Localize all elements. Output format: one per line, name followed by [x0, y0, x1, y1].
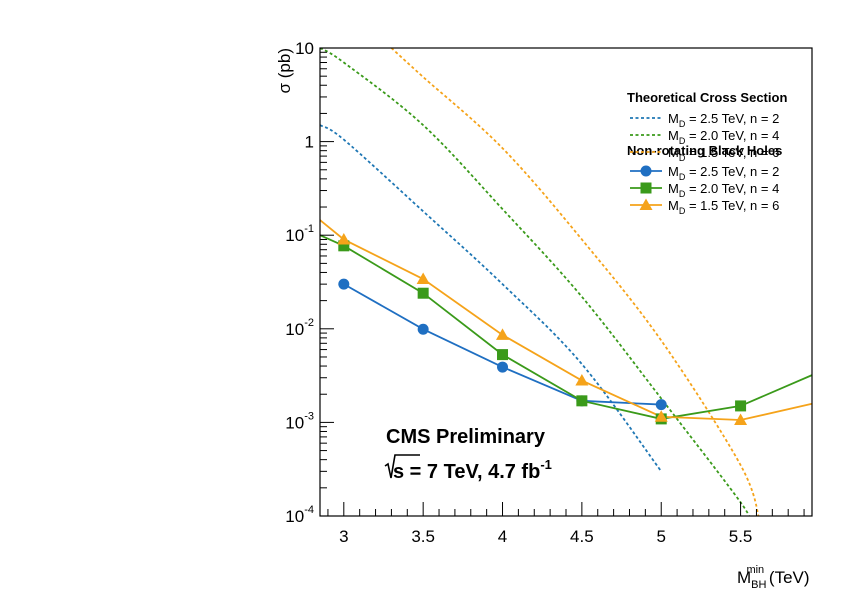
y-tick-label: 1 [305, 133, 314, 152]
bh-point [575, 374, 589, 386]
bh-point [337, 232, 351, 245]
legend-bh-entry: MD = 2.0 TeV, n = 4 [630, 181, 779, 199]
x-tick-label: 5.5 [729, 527, 753, 546]
y-tick-label: 10-3 [285, 410, 314, 432]
y-tick-label: 10-2 [285, 317, 314, 339]
legend-bh-entry: MD = 2.5 TeV, n = 2 [630, 164, 779, 182]
legend-entry-label: MD = 2.0 TeV, n = 4 [668, 181, 779, 199]
bh-point [655, 399, 667, 411]
x-tick-label: 4 [498, 527, 507, 546]
theory-curve-3 [390, 48, 760, 516]
bh-curve-3 [319, 219, 813, 421]
bh-point [496, 328, 510, 340]
bh-point [654, 410, 668, 422]
legend-entry-label: MD = 2.5 TeV, n = 2 [668, 111, 779, 129]
x-tick-labels: 3 3.5 4 4.5 5 5.5 [339, 527, 752, 546]
legend-theory-header: Theoretical Cross Section [627, 90, 787, 105]
energy-label: s = 7 TeV, 4.7 fb-1 [384, 454, 552, 483]
y-tick-label: 10 [295, 39, 314, 58]
legend-theory-entry: MD = 1.5 TeV, n = 6 [630, 145, 779, 163]
legend-entry-label: MD = 2.0 TeV, n = 4 [668, 128, 779, 146]
legend-marker [640, 165, 652, 177]
theory-curve-1 [320, 124, 662, 472]
legend-theory-entry: MD = 2.0 TeV, n = 4 [630, 128, 779, 146]
legend-marker [639, 198, 653, 210]
experiment-label: CMS Preliminary [386, 426, 546, 448]
svg-text:s = 7 TeV, 4.7 fb-1: s = 7 TeV, 4.7 fb-1 [393, 457, 552, 483]
sqrt-symbol [384, 454, 420, 479]
bh-point [417, 323, 429, 335]
legend-entries: MD = 2.5 TeV, n = 2MD = 2.0 TeV, n = 4MD… [630, 111, 779, 216]
x-tick-label: 4.5 [570, 527, 594, 546]
bh-curve-2 [319, 234, 813, 420]
y-axis-label: σ (pb) [275, 48, 294, 93]
black-hole-markers [337, 232, 748, 426]
legend-theory-entry: MD = 2.5 TeV, n = 2 [630, 111, 779, 129]
axis-ticks [320, 47, 805, 517]
legend-entry-label: MD = 1.5 TeV, n = 6 [668, 145, 779, 163]
bh-point [416, 272, 430, 285]
x-tick-label: 3.5 [411, 527, 435, 546]
legend-bh-header: Non-rotating Black Holes [627, 143, 782, 158]
bh-point [735, 400, 747, 412]
bh-point [576, 395, 588, 407]
legend-entry-label: MD = 1.5 TeV, n = 6 [668, 198, 779, 216]
legend: Theoretical Cross Section Non-rotating B… [627, 90, 787, 216]
x-axis-label: MBHmin (TeV) [737, 564, 810, 591]
y-tick-label: 10-4 [285, 504, 314, 526]
legend-marker [640, 182, 652, 194]
legend-entry-label: MD = 2.5 TeV, n = 2 [668, 164, 779, 182]
y-tick-label: 10-1 [285, 223, 314, 245]
theory-curve-2 [320, 48, 751, 516]
theory-curves [320, 48, 760, 516]
bh-point [497, 361, 509, 373]
bh-point [417, 287, 429, 299]
bh-point [338, 278, 350, 290]
y-tick-labels: 10-4 10-3 10-2 10-1 1 10 [285, 39, 314, 526]
x-tick-label: 5 [656, 527, 665, 546]
bh-point [338, 240, 350, 252]
bh-point [734, 413, 748, 426]
legend-bh-entry: MD = 1.5 TeV, n = 6 [630, 198, 779, 216]
x-tick-label: 3 [339, 527, 348, 546]
bh-point [497, 349, 509, 361]
